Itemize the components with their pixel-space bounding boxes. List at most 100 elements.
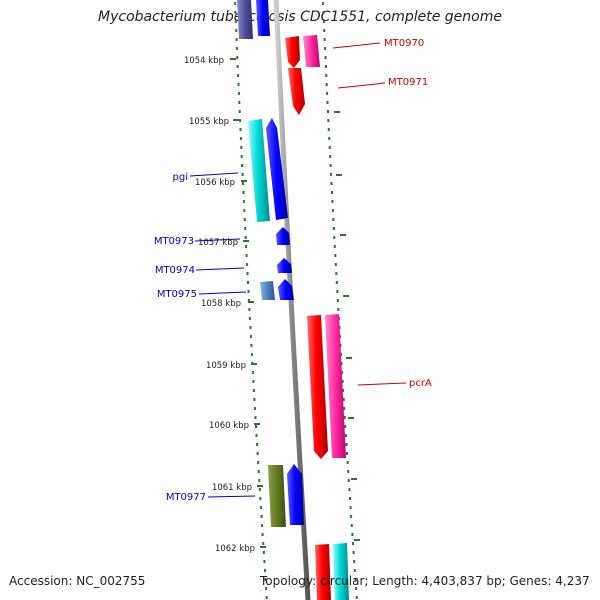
gene-feature[interactable] xyxy=(333,543,349,600)
ruler-dots-left xyxy=(234,2,268,599)
gene-label-mt0975[interactable]: MT0975 xyxy=(157,289,197,300)
ruler-dot xyxy=(237,92,240,95)
ruler-dot xyxy=(250,344,253,347)
ruler-dot xyxy=(246,263,249,266)
ruler-dot xyxy=(239,137,242,140)
gene-label-mt0974[interactable]: MT0974 xyxy=(155,265,195,276)
ruler-dot xyxy=(325,83,328,86)
ruler-dot xyxy=(325,74,328,77)
ruler-dot xyxy=(343,407,346,410)
ruler-dot xyxy=(352,542,354,545)
ruler-dot xyxy=(345,443,348,446)
accession-text: Accession: NC_002755 xyxy=(9,574,146,588)
ruler-dot xyxy=(244,227,247,230)
gene-labels: MT0970 MT0971 pcrA pgi MT0973 MT0974 MT0… xyxy=(154,38,432,503)
ruler-dot xyxy=(260,515,263,518)
ruler-dot xyxy=(346,461,349,464)
ruler-dot xyxy=(247,299,250,302)
gene-feature[interactable] xyxy=(260,281,275,300)
gene-feature[interactable] xyxy=(307,315,328,459)
ruler-dot xyxy=(264,569,266,572)
ruler-dot xyxy=(249,335,252,338)
gene-feature[interactable] xyxy=(256,0,270,36)
ruler-dot xyxy=(353,560,356,563)
ruler-dot xyxy=(343,416,346,419)
ruler-dot xyxy=(241,164,244,167)
ruler-dot xyxy=(251,371,254,374)
ruler-dot xyxy=(347,470,350,473)
gene-feature[interactable] xyxy=(268,465,286,527)
ruler-dot xyxy=(323,29,326,32)
ruler-dot xyxy=(259,497,262,500)
tick-label: 1056 kbp xyxy=(195,178,235,188)
ruler-dot xyxy=(336,290,339,293)
ruler-dot xyxy=(322,2,325,5)
gene-feature[interactable] xyxy=(248,119,270,222)
ruler-dot xyxy=(265,587,268,590)
ruler-dot xyxy=(350,515,353,518)
ruler-dot xyxy=(237,83,240,86)
gene-label-mt0971[interactable]: MT0971 xyxy=(388,77,428,88)
ruler-dot xyxy=(352,551,355,554)
gene-feature[interactable] xyxy=(325,314,346,458)
ruler-dot xyxy=(333,236,336,239)
ruler-dot xyxy=(234,2,237,5)
ruler-dot xyxy=(331,200,334,203)
gene-feature[interactable] xyxy=(303,35,320,67)
reverse-strand-features xyxy=(237,0,304,527)
gene-feature[interactable] xyxy=(266,118,288,220)
ruler-dot xyxy=(340,362,343,365)
ruler-dot xyxy=(257,470,260,473)
ruler-dot xyxy=(261,533,264,536)
label-leaders xyxy=(189,42,407,498)
gene-feature[interactable] xyxy=(285,36,300,68)
gene-feature[interactable] xyxy=(276,227,290,245)
ruler-dot xyxy=(351,533,354,536)
tick-label: 1061 kbp xyxy=(212,483,252,493)
gene-feature[interactable] xyxy=(278,279,294,300)
ruler-dot xyxy=(239,119,242,122)
ruler-dot xyxy=(329,155,332,158)
ruler-dot xyxy=(253,398,256,401)
tick-label: 1055 kbp xyxy=(189,117,229,127)
ruler-dot xyxy=(252,389,255,392)
ruler-dot xyxy=(255,425,257,428)
gene-feature[interactable] xyxy=(288,68,305,115)
ruler-dot xyxy=(242,200,245,203)
ruler-dot xyxy=(334,254,337,257)
ruler-dot xyxy=(327,128,330,131)
ruler-dot xyxy=(322,11,325,14)
ruler-dot xyxy=(336,299,339,302)
forward-strand-features xyxy=(285,35,349,600)
gene-label-mt0977[interactable]: MT0977 xyxy=(166,492,206,503)
ruler-dot xyxy=(335,272,338,275)
ruler-dot xyxy=(254,416,257,419)
gene-label-mt0970[interactable]: MT0970 xyxy=(384,38,424,49)
ruler-dot xyxy=(327,110,329,113)
ruler-dot xyxy=(255,434,258,437)
ruler-dot xyxy=(243,209,246,212)
gene-feature[interactable] xyxy=(315,544,331,600)
gene-label-mt0973[interactable]: MT0973 xyxy=(154,236,194,247)
ruler-dot xyxy=(332,218,335,221)
ruler-dot xyxy=(262,551,265,554)
gene-feature[interactable] xyxy=(277,258,292,273)
ruler-dot xyxy=(242,182,244,185)
ruler-dot xyxy=(248,308,251,311)
ruler-dot xyxy=(243,218,246,221)
ruler-dot xyxy=(346,452,348,455)
ruler-dot xyxy=(263,560,266,563)
gene-feature[interactable] xyxy=(287,464,304,525)
gene-label-pcra[interactable]: pcrA xyxy=(409,378,432,389)
ruler-dot xyxy=(329,164,332,167)
ruler-dot xyxy=(341,380,344,383)
ruler-dot xyxy=(256,452,259,455)
gene-label-pgi[interactable]: pgi xyxy=(173,172,188,183)
ruler-dot xyxy=(240,146,243,149)
ruler-dot xyxy=(328,137,331,140)
ruler-dot xyxy=(247,290,250,293)
ruler-dot xyxy=(349,506,352,509)
ruler-dot xyxy=(333,245,336,248)
ruler-dot xyxy=(341,371,343,374)
gene-feature[interactable] xyxy=(237,0,253,39)
